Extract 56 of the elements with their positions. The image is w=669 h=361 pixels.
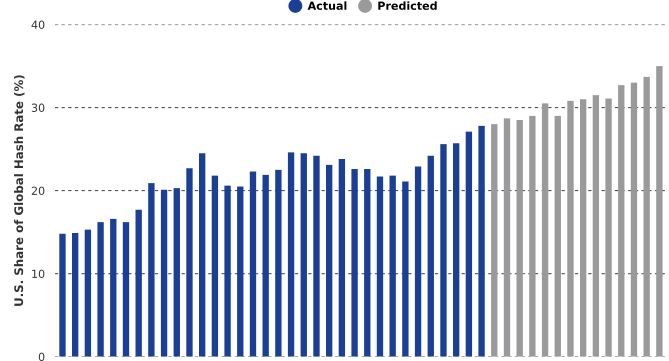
y-tick-label: 10: [32, 270, 44, 278]
bar: [199, 153, 206, 357]
y-tick-label: 40: [32, 20, 44, 29]
bar: [338, 159, 346, 357]
bar: [136, 210, 142, 357]
bar: [453, 143, 460, 357]
bar: [300, 153, 307, 357]
bar: [275, 170, 282, 357]
y-tick-label: 30: [32, 104, 44, 112]
bar: [364, 169, 370, 357]
bar: [504, 118, 510, 357]
bar: [542, 103, 548, 357]
bar: [97, 222, 104, 357]
bar: [376, 176, 384, 357]
bar: [72, 232, 78, 357]
bar: [262, 174, 269, 357]
bar: [605, 98, 612, 357]
bar: [59, 234, 66, 357]
bar: [414, 166, 422, 357]
bar: [466, 132, 472, 357]
bar: [644, 76, 650, 357]
legend-label: Actual: [308, 1, 346, 10]
bar: [618, 85, 624, 357]
bar: [250, 172, 256, 357]
bar: [516, 120, 523, 357]
bar: [122, 222, 130, 357]
bar: [174, 188, 180, 357]
bar: [212, 176, 218, 357]
bar: [224, 186, 231, 357]
bar: [440, 144, 447, 357]
bar: [554, 116, 561, 357]
bar: [288, 152, 294, 357]
bar: [478, 126, 485, 357]
bar: [186, 168, 193, 357]
bar: [428, 156, 434, 357]
bar: [84, 230, 92, 357]
bar: [110, 218, 116, 357]
bar: [326, 164, 332, 357]
bar: [567, 100, 574, 357]
bar: [148, 183, 155, 357]
bar: [160, 190, 168, 357]
bar: [313, 156, 320, 357]
bar: [491, 124, 498, 357]
bar: [656, 66, 663, 357]
bar: [237, 186, 244, 357]
y-axis-title: U.S. Share of Global Hash Rate (%): [14, 75, 25, 306]
bar: [529, 116, 536, 357]
bar: [402, 181, 409, 357]
legend-label: Predicted: [378, 1, 437, 10]
bar: [390, 176, 396, 357]
bar: [630, 82, 638, 357]
bar: [592, 95, 600, 357]
bar: [580, 99, 586, 357]
y-tick-label: 0: [38, 352, 44, 361]
bar: [351, 169, 358, 357]
y-tick-label: 20: [32, 186, 44, 195]
